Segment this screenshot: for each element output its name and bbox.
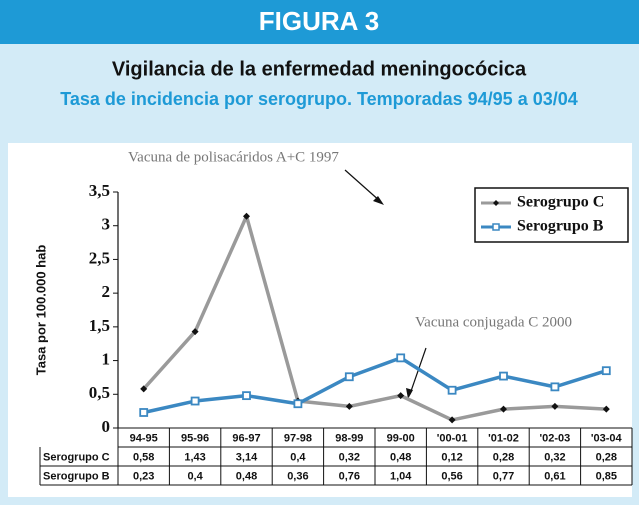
point: [601, 366, 611, 376]
point: [293, 399, 303, 409]
point: [140, 385, 148, 393]
table-value: 0,58: [133, 451, 154, 463]
annotation-arrowhead: [373, 196, 384, 205]
point: [397, 392, 405, 400]
annotation-arrowhead: [406, 388, 413, 399]
x-tick-label: 99-00: [387, 432, 415, 444]
x-tick-label: 96-97: [232, 432, 260, 444]
x-tick-label: '02-03: [540, 432, 571, 444]
chart-subtitle: Tasa de incidencia por serogrupo. Tempor…: [60, 89, 578, 109]
legend-marker: [492, 223, 500, 231]
table-value: 1,43: [184, 451, 205, 463]
series-line: [142, 214, 607, 422]
table-value: 0,48: [236, 470, 257, 482]
y-tick-label: 0: [102, 417, 111, 436]
point: [139, 408, 149, 417]
y-tick-label: 2: [102, 282, 111, 301]
table-value: 0,56: [441, 470, 462, 482]
legend-label: Serogrupo B: [517, 218, 604, 235]
table-value: 0,32: [544, 451, 565, 463]
legend-label: Serogrupo C: [517, 194, 604, 211]
point: [500, 405, 507, 413]
x-tick-label: '03-04: [591, 432, 623, 444]
table-value: 0,76: [339, 470, 360, 482]
annotation-arrow: [344, 169, 382, 203]
legend-box: [474, 187, 629, 243]
x-tick-label: 97-98: [284, 432, 312, 444]
series-line: [143, 356, 607, 415]
point: [243, 212, 250, 220]
y-tick-label: 3: [102, 215, 111, 234]
point: [344, 372, 354, 382]
x-tick-label: 95-96: [181, 432, 209, 444]
annotation: Vacuna conjugada C 2000: [415, 314, 572, 330]
x-tick-label: 98-99: [335, 432, 363, 444]
x-tick-label: 94-95: [130, 432, 158, 444]
legend-marker: [493, 200, 499, 206]
y-tick-label: 2,5: [89, 248, 110, 267]
point: [190, 396, 200, 406]
table-value: 0,23: [133, 470, 154, 482]
table-value: 0,48: [390, 451, 411, 463]
table-value: 0,12: [441, 451, 462, 463]
point: [550, 382, 560, 392]
y-tick-label: 3,5: [89, 181, 110, 200]
table-row-label: Serogrupo C: [43, 451, 110, 463]
annotation: Vacuna de polisacáridos A+C 1997: [128, 149, 339, 165]
table-value: 0,36: [287, 470, 308, 482]
y-axis-label: Tasa por 100.000 hab: [33, 245, 48, 376]
table-value: 0,85: [596, 470, 617, 482]
table-value: 0,77: [493, 470, 514, 482]
y-tick-label: 1: [102, 349, 111, 368]
x-tick-label: '01-02: [488, 432, 519, 444]
point: [345, 402, 353, 410]
table-value: 0,61: [544, 470, 565, 482]
x-tick-label: '00-01: [437, 432, 468, 444]
table-value: 0,28: [596, 451, 617, 463]
point: [499, 371, 508, 381]
table-value: 1,04: [390, 470, 412, 482]
table-row-label: Serogrupo B: [43, 470, 110, 482]
banner: [0, 0, 639, 44]
y-tick-label: 0,5: [89, 383, 110, 402]
y-tick-label: 1,5: [89, 316, 110, 335]
point: [242, 391, 251, 401]
point: [447, 385, 457, 395]
table-value: 0,32: [339, 451, 360, 463]
table-value: 0,4: [187, 470, 203, 482]
point: [551, 402, 559, 410]
point: [396, 353, 406, 363]
point: [602, 405, 610, 413]
table-value: 0,4: [290, 451, 306, 463]
figure-label: FIGURA 3: [259, 6, 379, 36]
table-value: 3,14: [236, 451, 258, 463]
chart-title: Vigilancia de la enfermedad meningocócic…: [112, 58, 527, 80]
table-value: 0,28: [493, 451, 514, 463]
annotation-arrow: [409, 347, 427, 395]
point: [448, 416, 456, 424]
point: [191, 328, 199, 336]
